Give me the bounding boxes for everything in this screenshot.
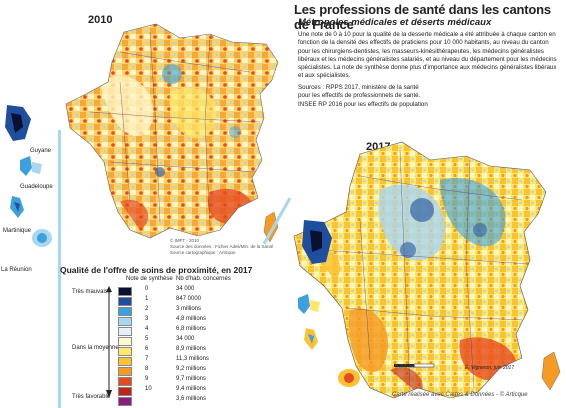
legend-swatch — [118, 297, 132, 306]
legend-note: 7 — [145, 356, 149, 362]
legend-habitants: 3,6 millions — [176, 396, 207, 402]
scale-label: 0 200 km — [395, 364, 416, 370]
legend-swatch — [118, 287, 132, 296]
map-2010-credit-3: Source cartographique : Articque — [170, 250, 236, 255]
legend-habitants: 9,4 millions — [176, 386, 207, 392]
overseas-guadeloupe-label: Guadeloupe — [20, 184, 53, 190]
map-2010-credit-2: Source des données : Fichier Adeli/Min. … — [170, 244, 274, 249]
separator-diagonal — [262, 196, 292, 246]
legend-habitants: 4,8 millions — [176, 316, 207, 322]
legend-col-note: Note de synthèse — [126, 276, 173, 282]
map-2010 — [60, 22, 290, 250]
legend-note: 10 — [145, 386, 152, 392]
legend-scale-middle: Dans la moyenne — [72, 345, 119, 351]
legend-swatch — [118, 387, 132, 396]
legend-row: 1 847 0000 — [118, 296, 238, 306]
legend-note: 5 — [145, 336, 149, 342]
legend-note: 8 — [145, 366, 149, 372]
legend-row: 8 9,2 millions — [118, 366, 238, 376]
legend-habitants: 9,2 millions — [176, 366, 207, 372]
legend-habitants: 9,7 millions — [176, 376, 207, 382]
author-credit: É. Vigneron, juin 2017 — [465, 365, 515, 371]
legend-row: 0 34 000 — [118, 286, 238, 296]
legend-swatch — [118, 397, 132, 406]
map-2010-credit-1: © IMFT - 2010 — [170, 238, 199, 243]
page-subtitle: Métropoles médicales et déserts médicaux — [298, 17, 492, 28]
legend-row: 2 3 millions — [118, 306, 238, 316]
page-credit: Carte réalisée avec Cartes & Données - ©… — [392, 392, 528, 398]
overseas-guyane-shape — [3, 103, 33, 143]
legend-swatch — [118, 377, 132, 386]
overseas-guyane-label: Guyane — [30, 148, 52, 154]
legend-swatch — [118, 357, 132, 366]
legend-row: 9 9,7 millions — [118, 376, 238, 386]
description-text: Une note de 0 à 10 pour la qualité de la… — [298, 31, 557, 80]
legend-swatch — [118, 367, 132, 376]
legend-habitants: 3 millions — [176, 306, 202, 312]
legend-swatch — [118, 347, 132, 356]
legend-habitants: 847 0000 — [176, 296, 202, 302]
overseas-2017-martinique-shape — [302, 326, 322, 352]
overseas-2017-guyane-shape — [300, 218, 334, 266]
legend-note: 6 — [145, 346, 149, 352]
legend-habitants: 34 000 — [176, 336, 195, 342]
legend-swatch — [118, 337, 132, 346]
legend-habitants: 11,3 millions — [176, 356, 209, 362]
legend-habitants: 8,9 millions — [176, 346, 207, 352]
overseas-martinique-label: Martinique — [3, 228, 32, 234]
sources-line: INSEE RP 2016 pour les effectifs de popu… — [298, 100, 428, 108]
separator-line — [58, 130, 61, 408]
legend-scale-bottom: Très favorable — [72, 394, 111, 400]
legend-note: 1 — [145, 296, 149, 302]
legend-title: Qualité de l'offre de soins de proximité… — [60, 265, 253, 275]
overseas-2017-reunion-shape — [336, 366, 362, 390]
map-2017 — [290, 140, 566, 402]
scale-bar — [393, 358, 435, 368]
legend-row: 7 11,3 millions — [118, 356, 238, 366]
overseas-reunion-shape — [30, 226, 54, 250]
legend-col-hab: Nb d'hab. concernés — [176, 276, 231, 282]
legend-habitants: 34 000 — [176, 286, 195, 292]
legend-habitants: 6,8 millions — [176, 326, 207, 332]
legend-scale-top: Très mauvaise — [72, 289, 112, 295]
map-2010-year-label: 2010 — [88, 14, 113, 26]
legend-note: 2 — [145, 306, 149, 312]
legend-note: 3 — [145, 316, 149, 322]
legend-note: 9 — [145, 376, 149, 382]
overseas-guadeloupe-shape — [18, 154, 44, 182]
legend-swatch — [118, 327, 132, 336]
sources-line: Sources : RPPS 2017, ministère de la san… — [298, 84, 419, 91]
page-title: Les professions de santé dans les canton… — [294, 2, 551, 32]
overseas-martinique-shape — [8, 194, 26, 220]
legend-row: 4 6,8 millions — [118, 326, 238, 336]
sources-line: pour les effectifs de professionnels de … — [298, 92, 421, 100]
sources-block: Sources : RPPS 2017, ministère de la san… — [298, 84, 498, 109]
legend-note: 4 — [145, 326, 149, 332]
overseas-2017-guadeloupe-shape — [296, 292, 322, 320]
legend-swatch — [118, 307, 132, 316]
legend-row: 3 4,8 millions — [118, 316, 238, 326]
legend-arrow — [105, 286, 113, 402]
legend-swatch — [118, 317, 132, 326]
overseas-reunion-label: La Réunion — [1, 267, 32, 273]
legend-row: 10 9,4 millions — [118, 386, 238, 396]
legend-note: 0 — [145, 286, 149, 292]
legend-row: 6 8,9 millions — [118, 346, 238, 356]
legend-row: 3,6 millions — [118, 396, 238, 406]
legend-row: 5 34 000 — [118, 336, 238, 346]
